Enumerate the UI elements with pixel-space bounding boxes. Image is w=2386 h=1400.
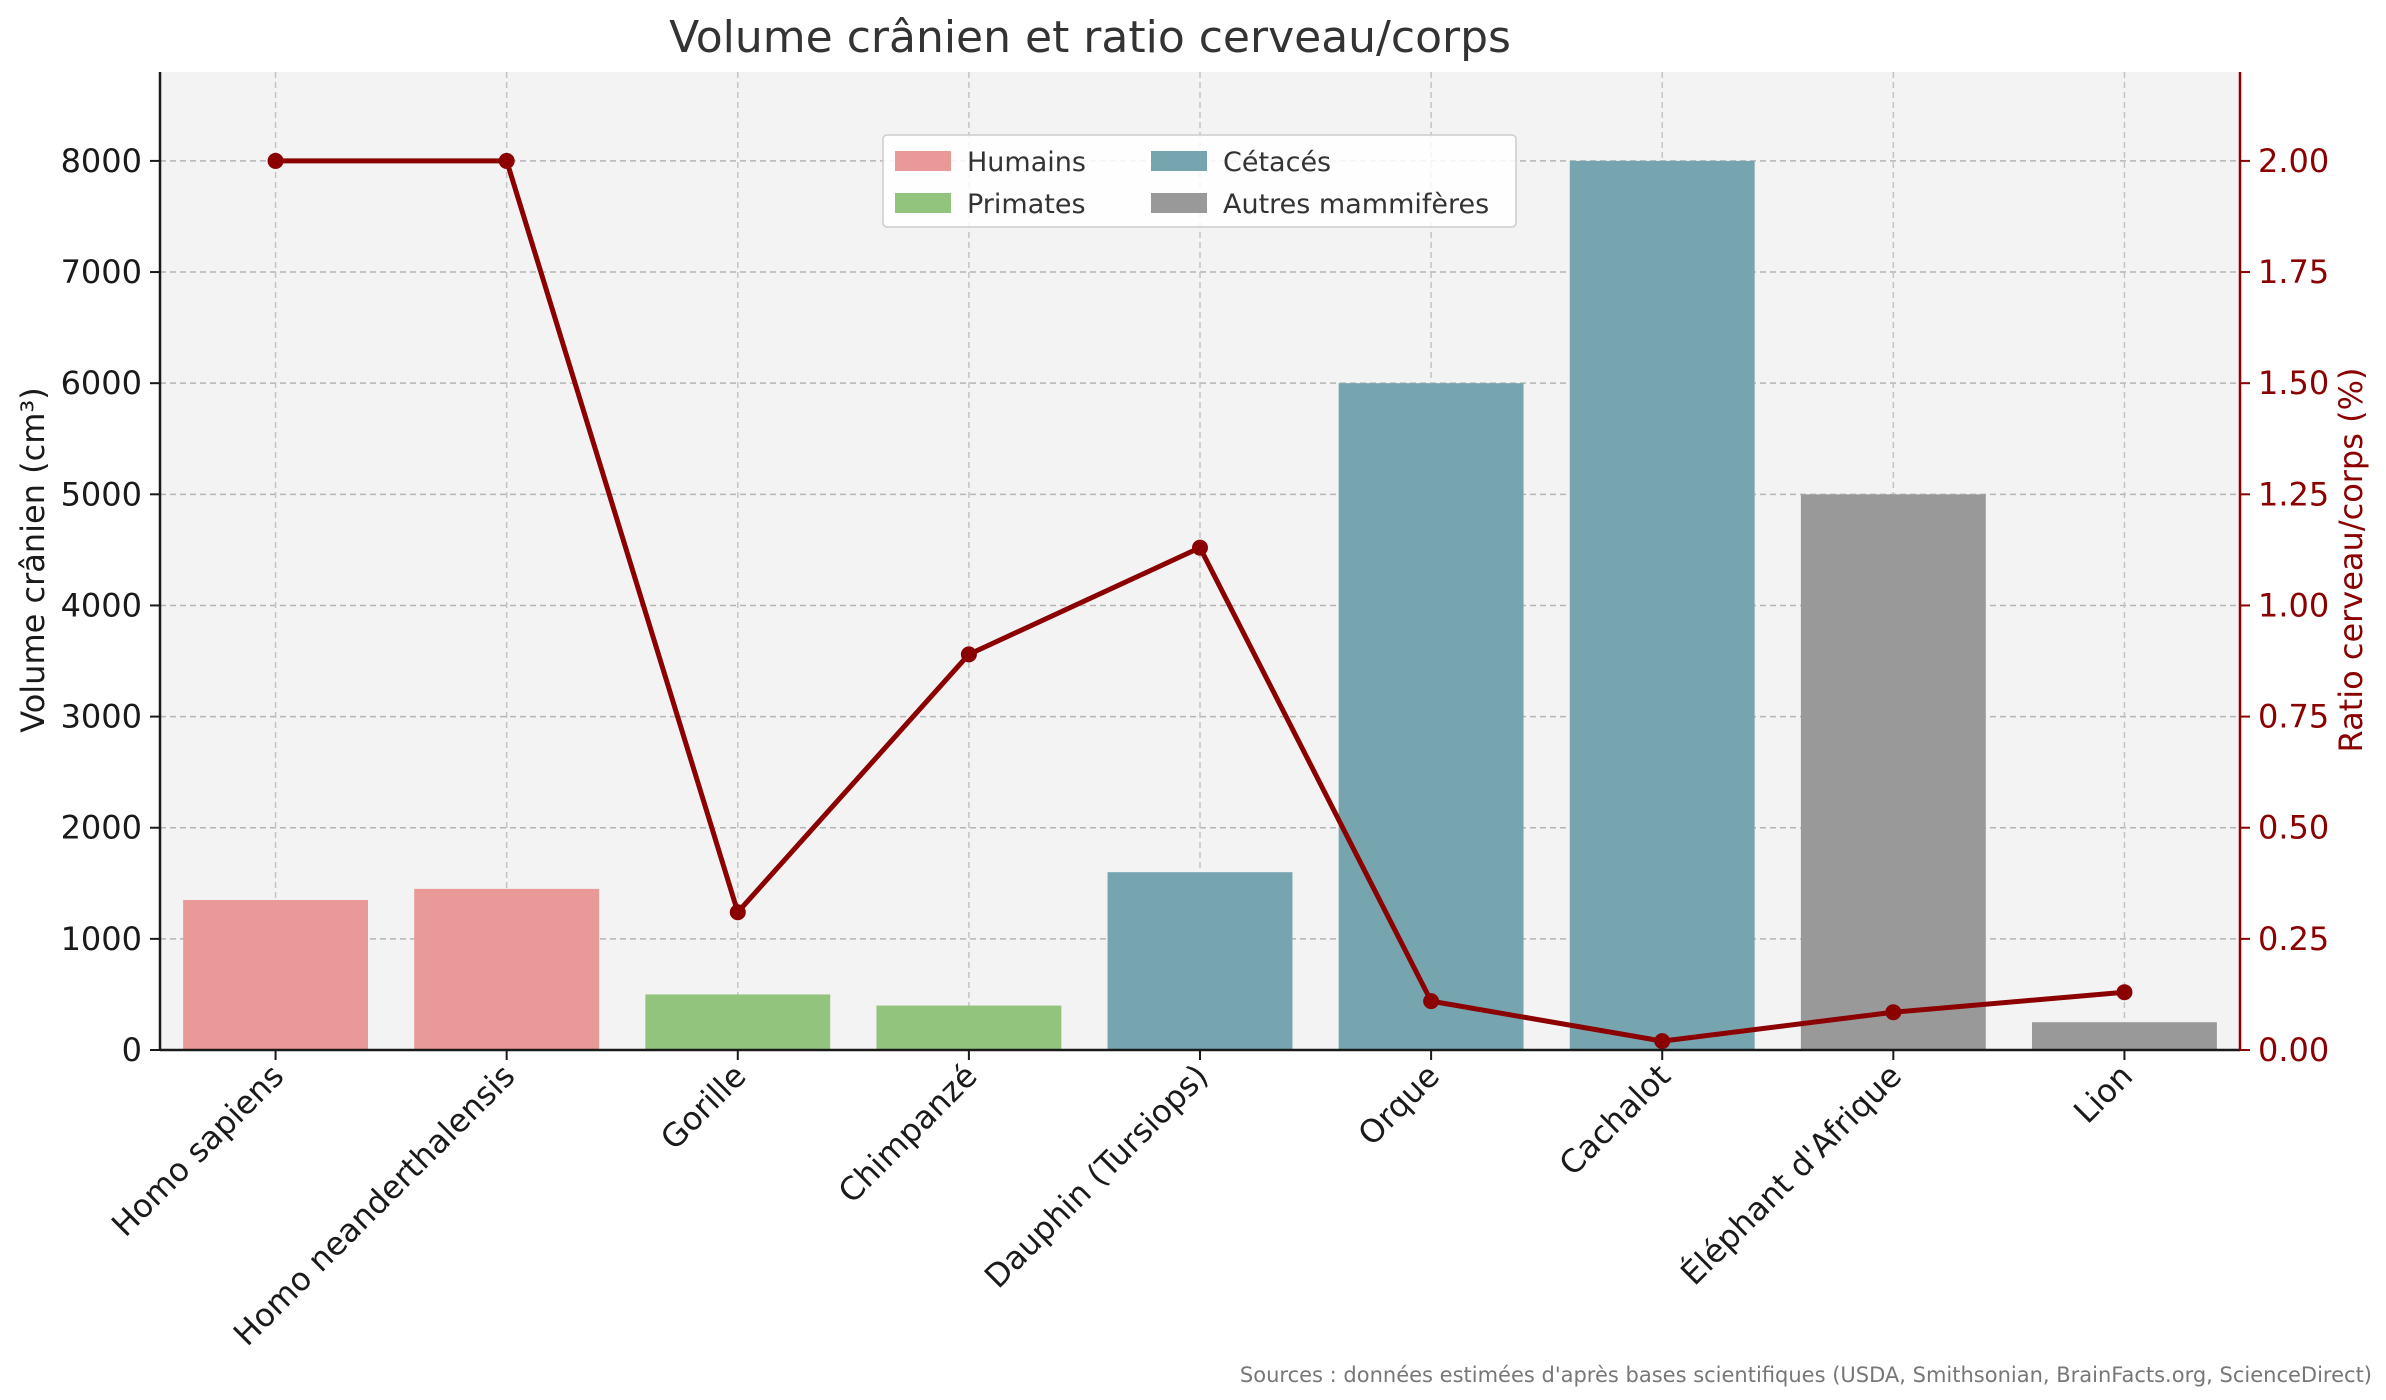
y-axis-left-ticks: 0 1000 2000 3000 4000 5000 6000 7000 8000	[61, 142, 160, 1069]
y-tick-label-right: 0.75	[2258, 698, 2329, 736]
x-tick-label-chimpanze: Chimpanzé	[831, 1057, 985, 1211]
legend-swatch-humains	[895, 151, 951, 171]
legend-label-humains: Humains	[967, 147, 1086, 178]
bar-orque	[1338, 383, 1524, 1050]
y-tick-label-left: 5000	[61, 475, 142, 513]
y-tick-label-left: 8000	[61, 142, 142, 180]
legend-label-autres-mammiferes: Autres mammifères	[1223, 189, 1489, 220]
legend-box	[882, 134, 1517, 228]
y-tick-label-right: 1.50	[2258, 364, 2329, 402]
x-tick-label-orque: Orque	[1351, 1057, 1447, 1153]
x-tick-label-homo-sapiens: Homo sapiens	[104, 1057, 291, 1244]
y-tick-label-right: 1.25	[2258, 475, 2329, 513]
x-tick-label-gorille: Gorille	[653, 1057, 753, 1157]
ratio-point-gorille	[729, 904, 746, 921]
ratio-point-dauphin-tursiops	[1192, 539, 1208, 556]
legend-swatch-autres-mammiferes	[1151, 193, 1207, 213]
legend-label-primates: Primates	[967, 189, 1086, 220]
ratio-point-chimpanze	[960, 646, 977, 663]
y-axis-right-ticks: 0.00 0.25 0.50 0.75 1.00 1.25 1.50 1.75 2.00	[2240, 142, 2329, 1069]
legend-swatch-cetaces	[1151, 151, 1207, 171]
ratio-point-cachalot	[1654, 1033, 1671, 1050]
y-tick-label-left: 6000	[61, 364, 142, 402]
bar-lion	[2032, 1022, 2217, 1050]
legend-label-cetaces: Cétacés	[1223, 147, 1331, 178]
y-tick-label-right: 0.00	[2258, 1031, 2329, 1069]
bar-homo-neanderthalensis	[414, 888, 600, 1050]
x-tick-label-lion: Lion	[2066, 1057, 2140, 1131]
y-tick-label-right: 1.75	[2258, 253, 2329, 291]
legend-swatch-primates	[895, 193, 951, 213]
x-tick-label-elephant-d-afrique: Éléphant d'Afrique	[1673, 1057, 1909, 1293]
ratio-point-orque	[1423, 993, 1440, 1010]
bar-chimpanze	[876, 1005, 1062, 1050]
ratio-point-elephant-d-afrique	[1885, 1004, 1902, 1021]
y-tick-label-right: 2.00	[2258, 142, 2329, 180]
y-tick-label-right: 0.25	[2258, 920, 2329, 958]
y-axis-left-label: Volume crânien (cm³)	[14, 387, 52, 732]
bar-dauphin-tursiops	[1107, 872, 1293, 1050]
chart-title: Volume crânien et ratio cerveau/corps	[669, 12, 1511, 63]
y-tick-label-left: 2000	[61, 809, 142, 847]
x-tick-label-cachalot: Cachalot	[1552, 1057, 1678, 1183]
y-tick-label-right: 0.50	[2258, 809, 2329, 847]
y-axis-right-label: Ratio cerveau/corps (%)	[2332, 368, 2370, 753]
legend: Humains Primates Cétacés Autres mammifères	[882, 134, 1517, 228]
bar-homo-sapiens	[183, 899, 368, 1050]
y-tick-label-left: 7000	[61, 253, 142, 291]
bar-gorille	[645, 994, 831, 1050]
bar-elephant-d-afrique	[1800, 494, 1986, 1050]
source-note: Sources : données estimées d'après bases…	[1240, 1363, 2372, 1387]
y-tick-label-left: 1000	[61, 920, 142, 958]
x-tick-label-dauphin-tursiops: Dauphin (Tursiops)	[977, 1057, 1216, 1296]
y-tick-label-left: 0	[122, 1031, 142, 1069]
y-tick-label-right: 1.00	[2258, 586, 2329, 624]
bars	[183, 160, 2217, 1051]
bar-cachalot	[1569, 160, 1755, 1051]
y-tick-label-left: 4000	[61, 586, 142, 624]
ratio-point-homo-sapiens	[267, 152, 284, 169]
y-tick-label-left: 3000	[61, 698, 142, 736]
ratio-point-homo-neanderthalensis	[498, 152, 515, 169]
ratio-point-lion	[2116, 984, 2133, 1001]
ratio-line-series	[267, 152, 2133, 1050]
